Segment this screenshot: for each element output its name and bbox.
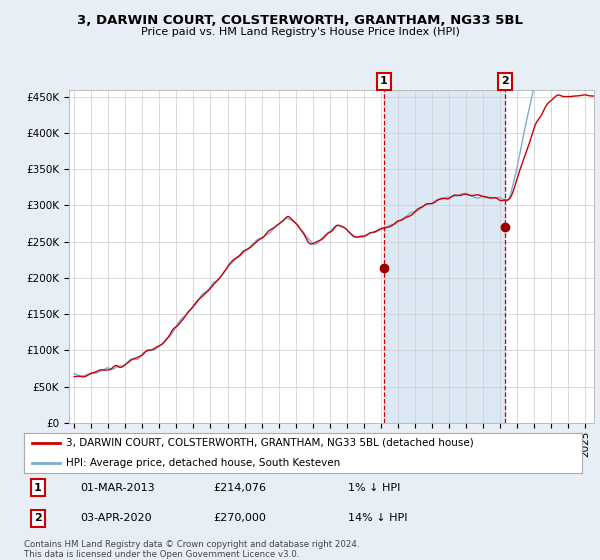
Text: 1% ↓ HPI: 1% ↓ HPI <box>347 483 400 493</box>
Text: 01-MAR-2013: 01-MAR-2013 <box>80 483 154 493</box>
Text: 2: 2 <box>34 514 42 524</box>
Bar <box>384 90 505 423</box>
Text: 3, DARWIN COURT, COLSTERWORTH, GRANTHAM, NG33 5BL (detached house): 3, DARWIN COURT, COLSTERWORTH, GRANTHAM,… <box>66 438 473 448</box>
Text: Price paid vs. HM Land Registry's House Price Index (HPI): Price paid vs. HM Land Registry's House … <box>140 27 460 37</box>
Text: £214,076: £214,076 <box>214 483 267 493</box>
Text: 3, DARWIN COURT, COLSTERWORTH, GRANTHAM, NG33 5BL: 3, DARWIN COURT, COLSTERWORTH, GRANTHAM,… <box>77 14 523 27</box>
Text: 14% ↓ HPI: 14% ↓ HPI <box>347 514 407 524</box>
Text: Contains HM Land Registry data © Crown copyright and database right 2024.
This d: Contains HM Land Registry data © Crown c… <box>24 540 359 559</box>
Text: £270,000: £270,000 <box>214 514 266 524</box>
Text: 1: 1 <box>34 483 42 493</box>
Text: 2: 2 <box>501 76 509 86</box>
Text: HPI: Average price, detached house, South Kesteven: HPI: Average price, detached house, Sout… <box>66 458 340 468</box>
Text: 1: 1 <box>380 76 388 86</box>
Text: 03-APR-2020: 03-APR-2020 <box>80 514 151 524</box>
